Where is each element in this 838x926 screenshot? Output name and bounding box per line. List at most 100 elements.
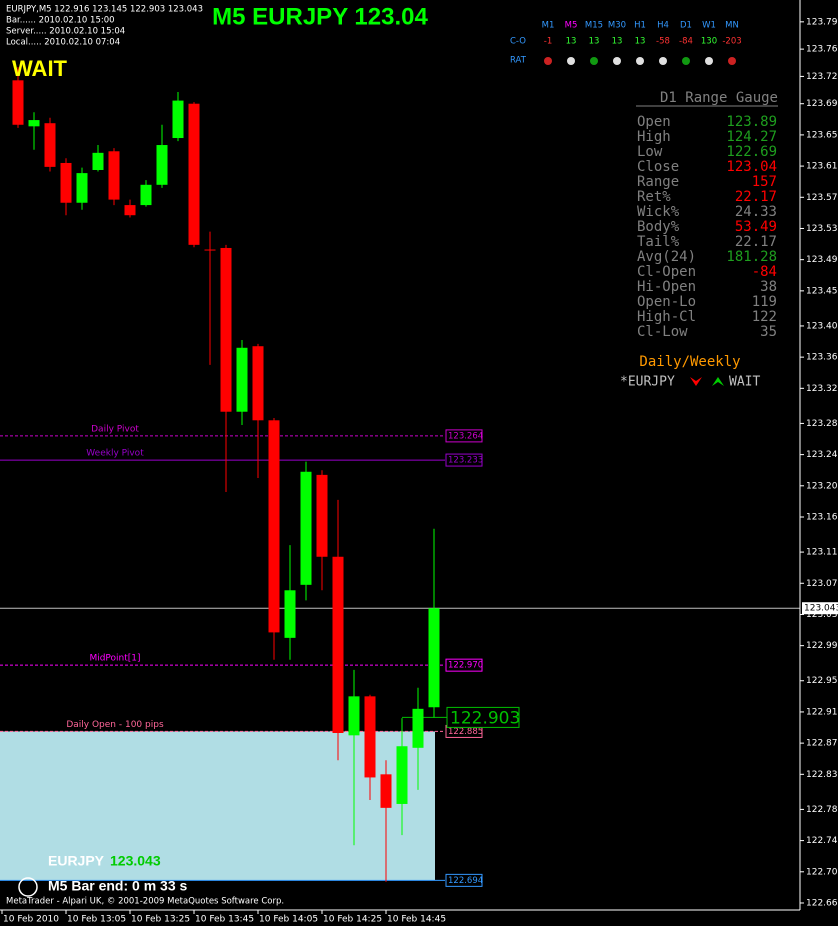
- matrix-co-value: -84: [679, 37, 693, 47]
- candle-body: [428, 608, 440, 708]
- matrix-rat-dot: [636, 57, 644, 65]
- candle-body: [396, 746, 408, 804]
- current-price-box: [802, 602, 838, 615]
- copyright: MetaTrader - Alpari UK, © 2001-2009 Meta…: [6, 897, 284, 907]
- matrix-co-value: -58: [656, 37, 670, 47]
- level-name: Weekly Pivot: [86, 449, 144, 459]
- y-tick-label: 122.705: [806, 867, 838, 877]
- price-label-box: [446, 706, 520, 728]
- daily-weekly: Daily/Weekly: [639, 354, 740, 370]
- gauge-value: 38: [760, 279, 777, 295]
- y-tick-label: 123.240: [806, 450, 838, 460]
- gauge-label: Open: [637, 114, 671, 130]
- y-tick-label: 123.450: [806, 286, 838, 296]
- matrix-rat-dot: [567, 57, 575, 65]
- candle-body: [172, 100, 184, 139]
- level-value: 123.233: [448, 456, 483, 466]
- matrix-header: D1: [680, 21, 692, 31]
- candle-body: [332, 556, 344, 733]
- level-name: Daily Open - 100 pips: [66, 720, 164, 730]
- y-tick-label: 123.650: [806, 130, 838, 140]
- candle-body: [156, 145, 168, 185]
- footer-symbol: EURJPY: [48, 853, 105, 869]
- gauge-value: 123.04: [726, 159, 777, 175]
- candle-body: [300, 471, 312, 585]
- candle-body: [316, 474, 328, 557]
- matrix-header: M1: [542, 21, 555, 31]
- y-tick-label: 123.725: [806, 72, 838, 82]
- y-tick-label: 123.115: [806, 548, 838, 558]
- gauge-value: 181.28: [726, 249, 777, 265]
- y-tick-label: 123.325: [806, 384, 838, 394]
- candle-body: [220, 247, 232, 412]
- level-value: 123.264: [448, 431, 483, 441]
- gauge-value: 124.27: [726, 129, 777, 145]
- candle-body: [188, 103, 200, 245]
- gauge-value: 122: [752, 309, 777, 325]
- matrix-rat-dot: [659, 57, 667, 65]
- matrix-header: W1: [702, 21, 716, 31]
- matrix-co-value: 13: [635, 37, 646, 47]
- matrix-rat-dot: [728, 57, 736, 65]
- bar-end: M5 Bar end: 0 m 33 s: [48, 878, 187, 894]
- level-value: 122.970: [448, 661, 483, 671]
- matrix-row-label: RAT: [510, 56, 527, 66]
- level-name: Daily Pivot: [91, 424, 139, 434]
- y-tick-label: 122.830: [806, 770, 838, 780]
- gauge-label: Close: [637, 159, 679, 175]
- down-arrow: [690, 377, 702, 386]
- current-price-value: 123.043: [804, 604, 838, 614]
- y-tick-label: 123.075: [806, 579, 838, 589]
- matrix-header: MN: [725, 21, 739, 31]
- matrix-rat-dot: [613, 57, 621, 65]
- matrix-co-value: -1: [544, 37, 552, 47]
- info-line: Server..... 2010.02.10 15:04: [6, 27, 125, 37]
- matrix-rat-dot: [682, 57, 690, 65]
- candle-body: [44, 123, 56, 167]
- level-box: [445, 658, 483, 672]
- y-tick-label: 122.785: [806, 805, 838, 815]
- y-tick-label: 123.610: [806, 162, 838, 172]
- gauge-value: 35: [760, 324, 777, 340]
- gauge-label: Low: [637, 144, 663, 160]
- gauge-label: Cl-Low: [637, 324, 688, 340]
- y-tick-label: 123.405: [806, 321, 838, 331]
- candle-body: [76, 173, 88, 203]
- gauge-value: 24.33: [735, 204, 777, 220]
- daily-open-zone: [0, 731, 435, 881]
- matrix-co-value: 130: [701, 37, 717, 47]
- matrix-co-value: 13: [566, 37, 577, 47]
- x-tick-label: 10 Feb 14:25: [323, 915, 382, 925]
- y-tick-label: 123.035: [806, 610, 838, 620]
- matrix-rat-dot: [590, 57, 598, 65]
- gauge-label: High-Cl: [637, 309, 696, 325]
- candle-body: [28, 120, 40, 127]
- gauge-signal: WAIT: [729, 375, 760, 390]
- matrix-header: H4: [657, 21, 669, 31]
- gauge-label: Cl-Open: [637, 264, 696, 280]
- y-tick-label: 123.200: [806, 481, 838, 491]
- level-box: [445, 429, 483, 443]
- matrix-header: H1: [634, 21, 646, 31]
- y-tick-label: 123.160: [806, 512, 838, 522]
- candle-body: [236, 347, 248, 412]
- candle-body: [412, 708, 424, 748]
- gauge-value: 53.49: [735, 219, 777, 235]
- gauge-value: 157: [752, 174, 777, 190]
- candle-body: [380, 774, 392, 808]
- y-tick-label: 123.570: [806, 193, 838, 203]
- candle-body: [284, 590, 296, 638]
- level-value: 122.694: [448, 876, 483, 886]
- y-tick-label: 123.280: [806, 419, 838, 429]
- price-label-value: 122.903: [450, 708, 520, 728]
- candle-body: [108, 151, 120, 200]
- clock-icon: [18, 877, 38, 897]
- y-tick-label: 123.760: [806, 45, 838, 55]
- y-tick-label: 122.910: [806, 707, 838, 717]
- matrix-header: M15: [585, 21, 603, 31]
- y-tick-label: 123.490: [806, 255, 838, 265]
- matrix-row-label: C-O: [510, 37, 526, 47]
- gauge-label: Range: [637, 174, 679, 190]
- y-tick-label: 122.950: [806, 676, 838, 686]
- candle-body: [348, 696, 360, 736]
